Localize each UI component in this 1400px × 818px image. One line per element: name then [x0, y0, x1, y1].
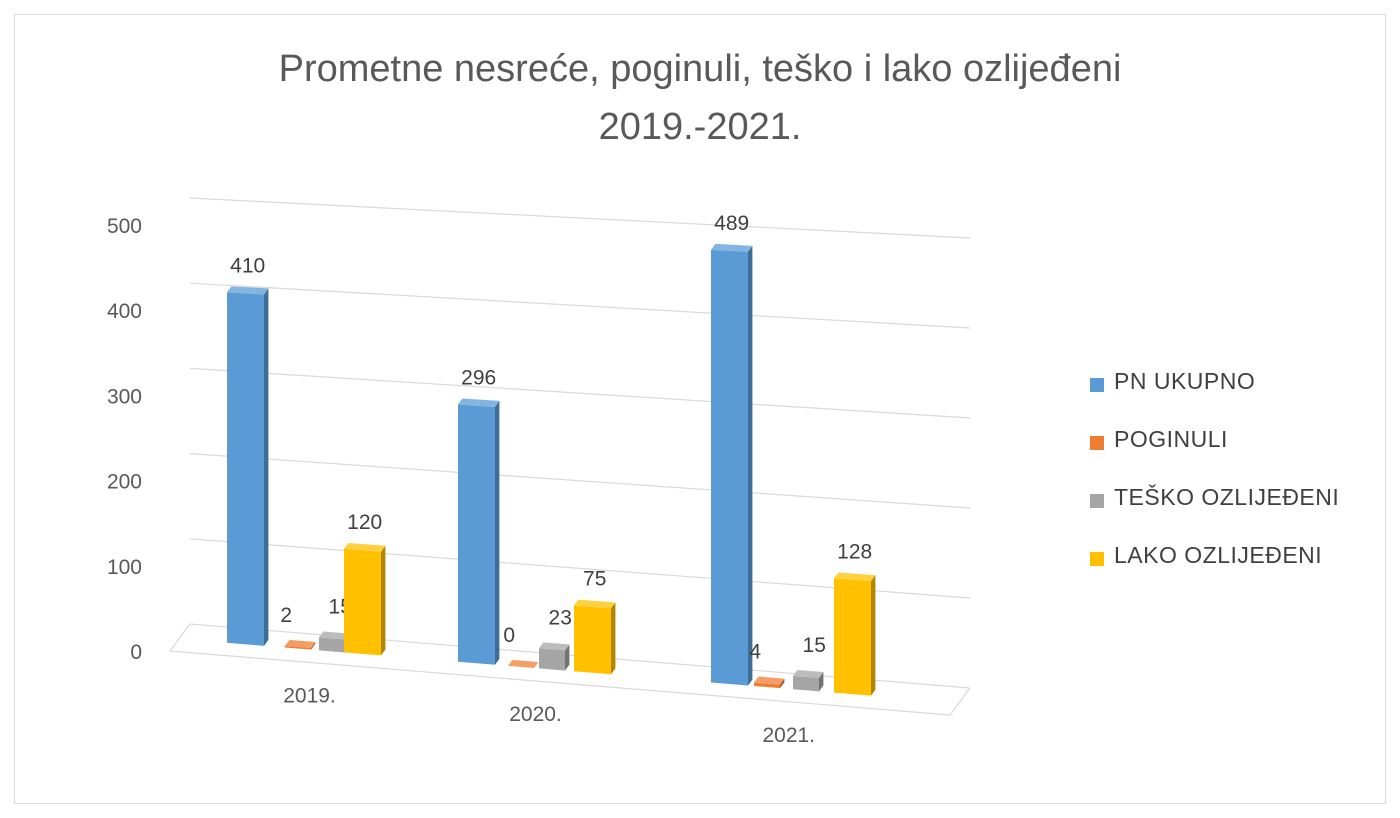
bar-pn-ukupno-2020-side	[495, 400, 500, 665]
bar-poginuli-2019-side	[311, 642, 316, 650]
legend-label-pn-ukupno: PN UKUPNO	[1114, 368, 1256, 394]
bar-lako-ozlije-eni-2021-side	[871, 575, 876, 696]
bar-te-ko-ozlije-eni-2021-top	[793, 669, 824, 678]
y-tick-label: 100	[107, 556, 142, 579]
bar-te-ko-ozlije-eni-2020-front	[539, 648, 565, 671]
bar-pn-ukupno-2020-top	[458, 398, 500, 407]
data-label: 296	[461, 367, 496, 390]
bar-pn-ukupno-2021-top	[711, 243, 753, 252]
bar-lako-ozlije-eni-2021-top	[834, 572, 876, 582]
legend-swatch-poginuli	[1090, 436, 1104, 450]
legend-swatch-tesko-ozlijedeni	[1090, 494, 1104, 508]
x-tick-label: 2019.	[283, 684, 336, 707]
legend-label-poginuli: POGINULI	[1114, 426, 1228, 452]
bar-lako-ozlije-eni-2019-front	[344, 548, 381, 656]
bar-te-ko-ozlije-eni-2021-front	[793, 675, 819, 692]
floor-edge-left	[169, 623, 191, 652]
floor-edge-right	[949, 687, 971, 716]
bar-lako-ozlije-eni-2020-side	[611, 602, 616, 675]
bar-poginuli-2019-top	[285, 639, 316, 648]
legend-label-tesko-ozlijedeni: TEŠKO OZLIJEĐENI	[1114, 484, 1340, 510]
data-label: 23	[549, 606, 572, 629]
bar-lako-ozlije-eni-2019-side	[381, 545, 386, 656]
gridline	[189, 197, 971, 239]
data-label: 410	[230, 254, 265, 277]
data-label: 75	[583, 568, 606, 591]
bar-pn-ukupno-2020-front	[458, 404, 495, 665]
chart-title-line-1: Prometne nesreće, poginuli, teško i lako…	[278, 48, 1122, 90]
bar-poginuli-2021-top	[754, 676, 785, 685]
legend-item-pn-ukupno: PN UKUPNO	[1090, 368, 1390, 426]
bar-poginuli-2020-top	[508, 659, 539, 668]
chart-title-line-2: 2019.-2021.	[598, 106, 802, 148]
bar-pn-ukupno-2021-side	[748, 245, 753, 686]
bar-pn-ukupno-2019-top	[227, 286, 269, 295]
data-label: 4	[749, 641, 761, 664]
bar-pn-ukupno-2021-front	[711, 249, 748, 686]
legend-swatch-lako-ozlijedeni	[1090, 552, 1104, 566]
data-label: 0	[503, 624, 515, 647]
gridline	[189, 282, 971, 329]
bar-pn-ukupno-2019-side	[264, 288, 269, 646]
bar-lako-ozlije-eni-2020-front	[574, 605, 611, 675]
data-label: 489	[714, 212, 749, 235]
bar-poginuli-2021-front	[754, 682, 780, 689]
legend-item-tesko-ozlijedeni: TEŠKO OZLIJEĐENI	[1090, 484, 1390, 542]
x-tick-label: 2020.	[509, 703, 562, 726]
chart-legend: PN UKUPNO POGINULI TEŠKO OZLIJEĐENI LAKO…	[1090, 368, 1390, 600]
bar-te-ko-ozlije-eni-2019-top	[319, 631, 350, 640]
chart-title: Prometne nesreće, poginuli, teško i lako…	[0, 40, 1400, 156]
data-label: 128	[837, 540, 872, 563]
legend-item-poginuli: POGINULI	[1090, 426, 1390, 484]
legend-label-lako-ozlijedeni: LAKO OZLIJEĐENI	[1114, 542, 1323, 568]
data-label: 15	[803, 634, 826, 657]
bar-lako-ozlije-eni-2020-top	[574, 599, 616, 609]
floor-edge-front	[169, 650, 951, 716]
bar-poginuli-2021-side	[780, 678, 785, 689]
bar-te-ko-ozlije-eni-2020-top	[539, 642, 570, 651]
data-label: 2	[280, 604, 292, 627]
x-tick-label: 2021.	[762, 724, 815, 747]
y-tick-label: 400	[107, 300, 142, 323]
bar-te-ko-ozlije-eni-2021-side	[819, 672, 824, 692]
bar-pn-ukupno-2019-front	[227, 292, 264, 646]
bar-lako-ozlije-eni-2021-front	[834, 578, 871, 696]
bar-te-ko-ozlije-eni-2019-front	[319, 637, 345, 653]
legend-item-lako-ozlijedeni: LAKO OZLIJEĐENI	[1090, 542, 1390, 600]
legend-swatch-pn-ukupno	[1090, 378, 1104, 392]
gridline	[189, 453, 971, 509]
y-tick-label: 500	[107, 215, 142, 238]
bar-te-ko-ozlije-eni-2020-side	[565, 644, 570, 671]
bar-lako-ozlije-eni-2019-top	[344, 542, 386, 552]
y-tick-label: 0	[130, 641, 142, 664]
bar-poginuli-2019-front	[285, 645, 311, 650]
y-tick-label: 200	[107, 471, 142, 494]
gridline	[189, 367, 971, 419]
y-tick-label: 300	[107, 385, 142, 408]
data-label: 120	[347, 511, 382, 534]
